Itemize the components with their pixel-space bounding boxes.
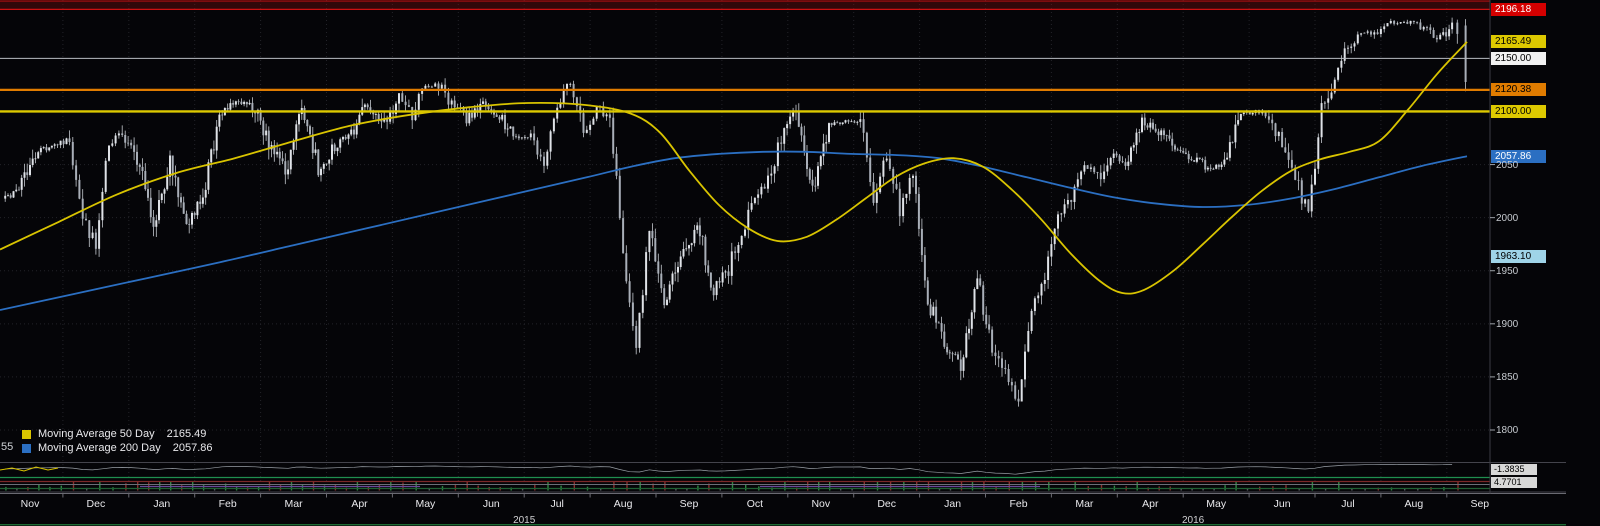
indicator-value-label: 4.7701 xyxy=(1491,477,1537,488)
ma50-swatch xyxy=(22,429,31,439)
ma200-swatch xyxy=(22,443,31,453)
candlesticks xyxy=(4,17,1467,407)
moving-average-lines xyxy=(0,41,1468,311)
ma50-value: 2165.49 xyxy=(166,428,207,440)
y-axis-tick-label: 1850 xyxy=(1496,371,1519,383)
x-axis-month-label: Mar xyxy=(285,498,304,510)
ma50-label: Moving Average 50 Day xyxy=(38,428,155,440)
legend-ma50: Moving Average 50 Day 2165.49 xyxy=(22,427,212,441)
x-axis-month-label: May xyxy=(415,498,436,510)
x-axis-year-label: 2016 xyxy=(1182,515,1205,526)
ma50-line xyxy=(0,41,1468,295)
price-axis-label[interactable]: 2120.38 xyxy=(1491,83,1546,97)
x-axis-month-label: Dec xyxy=(877,498,896,510)
marked-price-lines xyxy=(0,8,1490,113)
x-axis-month-label: Jul xyxy=(550,498,563,510)
ma-legend: Moving Average 50 Day 2165.49 Moving Ave… xyxy=(22,427,212,455)
x-axis-month-label: May xyxy=(1206,498,1227,510)
x-axis-month-label: Aug xyxy=(614,498,633,510)
x-axis-month-label: Oct xyxy=(747,498,763,510)
x-axis-month-label: Jun xyxy=(1274,498,1291,510)
grid xyxy=(0,0,1490,494)
y-axis-tick-label: 2050 xyxy=(1496,159,1519,171)
x-axis-month-label: Sep xyxy=(680,498,699,510)
x-axis-month-label: Sep xyxy=(1470,498,1489,510)
x-axis-month-label: Jun xyxy=(483,498,500,510)
x-axis-month-label: Feb xyxy=(1009,498,1027,510)
price-axis-label[interactable]: 2196.18 xyxy=(1491,2,1546,16)
high-band xyxy=(0,0,1490,10)
y-axis-frame xyxy=(1489,0,1495,494)
price-axis-label[interactable]: 2150.00 xyxy=(1491,51,1546,65)
price-axis-label[interactable]: 2165.49 xyxy=(1491,35,1546,49)
x-axis-month-label: Jul xyxy=(1341,498,1354,510)
clipped-text-fragment: 55 xyxy=(1,441,14,453)
y-axis-tick-label: 1900 xyxy=(1496,318,1519,330)
price-axis-label[interactable]: 2057.86 xyxy=(1491,149,1546,163)
x-axis-month-label: Dec xyxy=(87,498,106,510)
indicator-panel xyxy=(0,462,1566,493)
y-axis-tick-label: 2000 xyxy=(1496,212,1519,224)
x-axis-month-label: Jan xyxy=(153,498,170,510)
ma200-label: Moving Average 200 Day xyxy=(38,442,161,454)
y-axis-tick-label: 1800 xyxy=(1496,425,1519,436)
x-axis-month-label: Apr xyxy=(351,498,368,510)
x-axis-month-label: Mar xyxy=(1075,498,1094,510)
x-axis-month-label: Jan xyxy=(944,498,961,510)
ma200-value: 2057.86 xyxy=(172,442,213,454)
price-axis-label[interactable]: 1963.10 xyxy=(1491,250,1546,264)
ma200-line xyxy=(0,150,1468,311)
x-axis: Nov Dec Jan Feb Mar Apr May Jun Jul Aug Sep Oct Nov D… xyxy=(0,493,1566,526)
x-axis-month-label: Nov xyxy=(21,498,40,510)
x-axis-month-label: Apr xyxy=(1142,498,1159,510)
legend-ma200: Moving Average 200 Day 2057.86 xyxy=(22,441,212,455)
price-axis-label[interactable]: 2100.00 xyxy=(1491,105,1546,118)
x-axis-month-label: Nov xyxy=(811,498,830,510)
y-axis-tick-label: 1950 xyxy=(1496,265,1519,277)
x-axis-year-label: 2015 xyxy=(513,515,536,526)
x-axis-month-label: Aug xyxy=(1405,498,1424,510)
x-axis-month-label: Feb xyxy=(219,498,237,510)
indicator-value-label: -1.3835 xyxy=(1491,464,1537,475)
